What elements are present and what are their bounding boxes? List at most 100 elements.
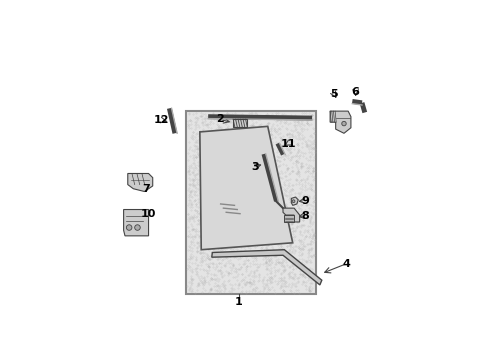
Point	[211, 210, 219, 216]
Point	[249, 162, 257, 168]
Point	[247, 214, 255, 220]
Point	[206, 221, 214, 226]
Point	[221, 286, 229, 292]
Point	[309, 233, 317, 239]
Point	[225, 270, 233, 276]
Point	[206, 206, 214, 212]
Point	[300, 192, 308, 198]
Point	[289, 168, 297, 174]
Point	[235, 206, 243, 212]
Point	[199, 199, 207, 204]
Point	[311, 237, 319, 243]
Point	[275, 181, 283, 187]
Point	[294, 141, 301, 147]
Point	[297, 126, 305, 131]
Point	[211, 188, 219, 194]
Point	[187, 193, 195, 199]
Point	[245, 144, 253, 149]
Point	[183, 283, 191, 288]
Point	[220, 229, 227, 235]
Point	[225, 189, 233, 195]
Point	[280, 116, 288, 122]
Point	[247, 251, 255, 257]
Point	[307, 238, 315, 244]
Point	[304, 158, 312, 163]
Point	[233, 273, 241, 279]
Point	[288, 258, 295, 264]
Point	[299, 136, 307, 141]
Point	[202, 261, 210, 266]
Point	[250, 222, 258, 228]
Point	[234, 146, 242, 152]
Point	[290, 143, 298, 148]
Point	[277, 137, 285, 143]
Point	[281, 206, 289, 211]
Point	[237, 238, 245, 244]
Point	[212, 150, 220, 156]
Point	[255, 251, 263, 257]
Point	[231, 274, 239, 280]
Point	[246, 251, 254, 256]
Point	[186, 267, 194, 273]
Point	[221, 186, 229, 192]
Point	[280, 156, 288, 162]
Point	[310, 144, 318, 150]
Point	[278, 246, 286, 252]
Point	[273, 267, 281, 273]
Point	[186, 231, 194, 237]
Point	[195, 248, 203, 253]
Point	[191, 197, 199, 203]
Point	[290, 118, 297, 124]
Point	[187, 117, 195, 123]
Point	[223, 152, 231, 158]
Point	[258, 182, 266, 188]
Text: 9: 9	[301, 195, 309, 206]
Point	[269, 121, 277, 127]
Point	[259, 278, 267, 283]
Point	[260, 285, 268, 291]
Point	[297, 203, 305, 208]
Point	[310, 130, 318, 136]
Point	[243, 220, 251, 226]
Point	[305, 285, 313, 291]
Point	[234, 204, 242, 210]
Point	[274, 116, 282, 122]
Point	[273, 230, 281, 235]
Point	[273, 110, 281, 116]
Point	[288, 282, 295, 288]
Point	[204, 121, 212, 127]
Point	[220, 175, 228, 181]
Point	[289, 219, 297, 225]
Point	[210, 179, 218, 185]
Point	[299, 272, 307, 278]
Point	[194, 282, 202, 288]
Point	[244, 176, 252, 182]
Point	[277, 275, 285, 281]
Point	[260, 113, 268, 118]
Point	[294, 170, 302, 175]
Point	[200, 186, 208, 192]
Point	[288, 261, 295, 266]
Point	[297, 208, 305, 214]
Point	[214, 179, 222, 185]
Point	[282, 260, 290, 265]
Point	[295, 173, 303, 179]
Point	[213, 282, 221, 287]
Point	[267, 268, 275, 274]
Point	[214, 224, 222, 229]
Point	[253, 231, 261, 237]
Point	[285, 256, 293, 261]
Point	[202, 196, 210, 202]
Point	[209, 142, 217, 148]
Point	[294, 150, 301, 156]
Point	[231, 252, 239, 257]
Text: 6: 6	[352, 87, 360, 97]
Text: 7: 7	[142, 184, 149, 194]
Point	[307, 216, 315, 221]
Point	[270, 200, 278, 206]
Circle shape	[292, 200, 295, 203]
Point	[286, 170, 294, 175]
Point	[195, 125, 203, 130]
Point	[291, 248, 298, 253]
Point	[284, 165, 292, 171]
